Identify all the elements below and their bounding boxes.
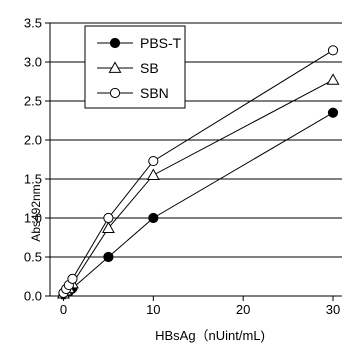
legend-entry: SBN: [97, 85, 169, 101]
legend-label: SB: [140, 60, 159, 76]
axes: 0.0 0.5 1.0 1.5 2.0 2.5 3.0 3.5 0 10 20 30: [24, 16, 342, 317]
x-tick-label: 30: [326, 302, 340, 317]
legend: PBS-T SB SBN: [84, 25, 186, 109]
series-line: [63, 79, 334, 295]
y-tick-label: 3.0: [24, 55, 42, 70]
data-point: [101, 221, 115, 234]
series-pbs-t: [58, 107, 339, 300]
y-tick-label: 1.0: [24, 211, 42, 226]
series-sbn: [58, 45, 339, 298]
y-tick-label: 2.0: [24, 133, 42, 148]
data-point: [148, 155, 159, 167]
x-tick-label: 10: [146, 302, 160, 317]
legend-marker: [109, 87, 121, 99]
data-point: [327, 107, 339, 118]
data-point: [327, 45, 339, 56]
legend-marker: [109, 37, 121, 49]
y-tick-label: 0.0: [24, 289, 42, 304]
legend-entry: PBS-T: [97, 35, 182, 51]
legend-label: SBN: [140, 85, 169, 101]
legend-box: [84, 25, 186, 109]
data-point: [103, 251, 114, 263]
x-axis-label: HBsAg（nUint/mL): [155, 328, 265, 343]
legend-entry: SB: [97, 60, 159, 76]
x-tick-label: 20: [236, 302, 250, 317]
y-tick-label: 3.5: [24, 16, 42, 31]
data-point: [148, 212, 159, 224]
series-layer: [57, 45, 340, 300]
data-point: [67, 273, 78, 284]
legend-marker: [108, 61, 122, 73]
y-tick-label: 1.5: [24, 172, 42, 187]
y-tick-label: 0.5: [24, 250, 42, 265]
x-tick-label: 0: [60, 302, 67, 317]
data-point: [146, 168, 160, 180]
data-point: [326, 73, 340, 85]
y-tick-label: 2.5: [24, 94, 42, 109]
legend-label: PBS-T: [140, 35, 182, 51]
y-axis-label: Abs492nm: [29, 184, 43, 241]
data-point: [103, 212, 114, 224]
